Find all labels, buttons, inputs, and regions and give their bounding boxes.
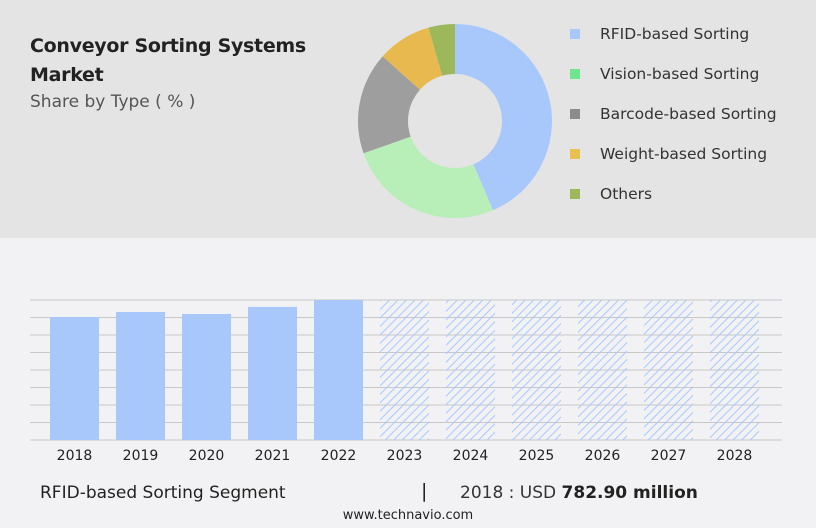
donut-slice <box>363 136 493 218</box>
source-url[interactable]: www.technavio.com <box>342 508 474 523</box>
legend-item: Weight-based Sorting <box>570 134 777 174</box>
segment-label: RFID-based Sorting Segment <box>40 483 286 503</box>
legend-swatch <box>570 69 580 79</box>
x-tick-label: 2028 <box>717 448 753 464</box>
forecast-bar <box>380 300 429 440</box>
legend-label: Weight-based Sorting <box>600 145 768 163</box>
page-subtitle: Share by Type ( % ) <box>30 92 196 112</box>
x-tick-label: 2021 <box>255 448 291 464</box>
legend-label: RFID-based Sorting <box>600 25 750 43</box>
bar <box>314 300 363 440</box>
legend-swatch <box>570 149 580 159</box>
forecast-bar <box>710 300 759 440</box>
legend-label: Others <box>600 185 653 203</box>
legend-item: Vision-based Sorting <box>570 54 777 94</box>
legend-label: Vision-based Sorting <box>600 65 760 83</box>
donut-slice <box>382 27 443 90</box>
year-label: 2018 : USD <box>460 483 557 503</box>
value: 782.90 million <box>561 483 698 503</box>
x-tick-label: 2025 <box>519 448 555 464</box>
x-tick-label: 2022 <box>321 448 357 464</box>
bar-chart: 2018 2019 2020 2021 2022 2023 2024 2025 2026 2027… <box>30 299 782 464</box>
legend-swatch <box>570 109 580 119</box>
bar <box>116 311 165 440</box>
donut-slice <box>428 24 455 76</box>
donut-slice <box>358 56 420 154</box>
legend-item: Others <box>570 174 777 214</box>
separator: | <box>421 480 428 502</box>
x-tick-label: 2027 <box>651 448 687 464</box>
bar <box>50 316 99 440</box>
legend-item: RFID-based Sorting <box>570 14 777 54</box>
x-tick-label: 2026 <box>585 448 621 464</box>
page-title: Conveyor Sorting Systems Market <box>30 35 306 86</box>
legend-item: Barcode-based Sorting <box>570 94 777 134</box>
legend-swatch <box>570 189 580 199</box>
x-tick-label: 2024 <box>453 448 489 464</box>
legend-swatch <box>570 29 580 39</box>
legend: RFID-based Sorting Vision-based Sorting Ba… <box>570 14 777 214</box>
x-tick-label: 2019 <box>123 448 159 464</box>
segment-value: 2018 : USD 782.90 million <box>460 483 698 503</box>
forecast-bar <box>446 300 495 440</box>
forecast-bar <box>578 300 627 440</box>
bar <box>182 313 231 440</box>
legend-label: Barcode-based Sorting <box>600 105 777 123</box>
bar <box>248 306 297 440</box>
forecast-bar <box>644 300 693 440</box>
donut-slice <box>455 24 552 211</box>
donut-chart <box>358 24 552 218</box>
x-tick-label: 2023 <box>387 448 423 464</box>
x-tick-label: 2018 <box>57 448 93 464</box>
forecast-bar <box>512 300 561 440</box>
x-tick-label: 2020 <box>189 448 225 464</box>
